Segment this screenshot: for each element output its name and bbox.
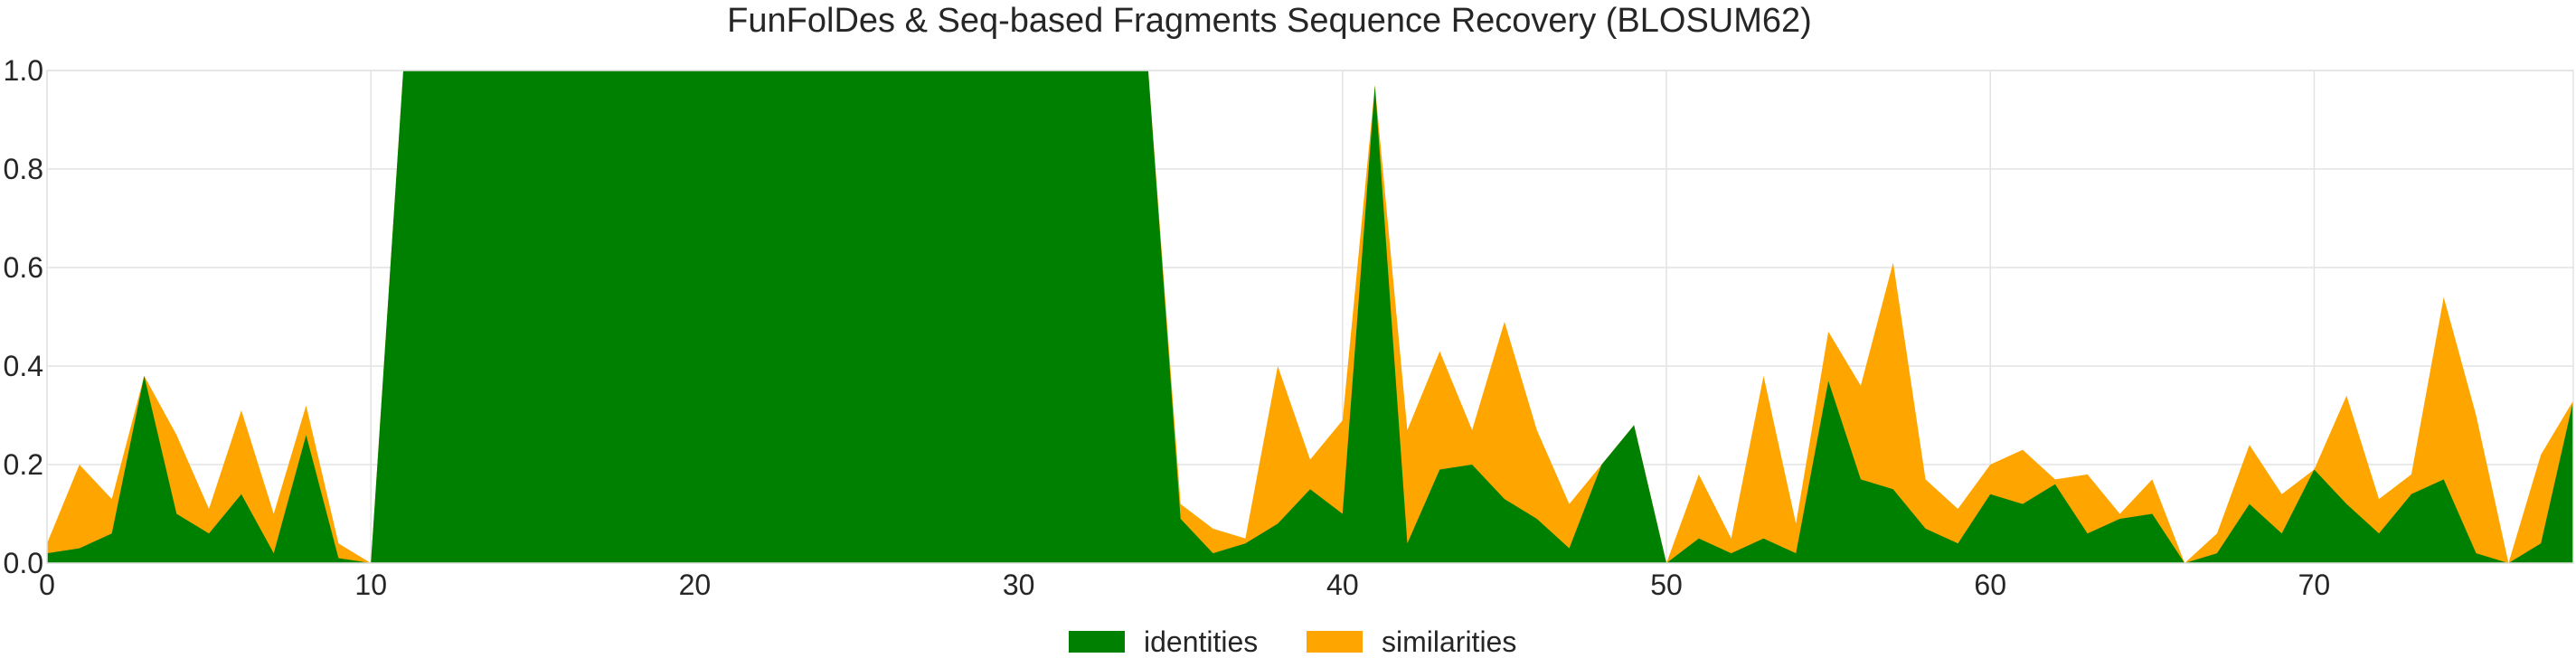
x-tick-label: 40 [1326, 569, 1359, 601]
plot-frame [46, 70, 2574, 564]
y-tick-label: 1.0 [4, 54, 43, 87]
plot-areas [47, 70, 2573, 563]
legend-swatch-identities [1069, 631, 1125, 653]
y-tick-label: 0.4 [4, 350, 43, 382]
x-tick-label: 0 [39, 569, 55, 601]
y-tick-label: 0.6 [4, 251, 43, 284]
x-tick-label: 20 [679, 569, 712, 601]
y-tick-label: 0.8 [4, 153, 43, 185]
chart-title: FunFolDes & Seq-based Fragments Sequence… [727, 2, 1812, 40]
y-tick-label: 0.0 [4, 547, 43, 579]
x-tick-label: 70 [2298, 569, 2331, 601]
identities-area [47, 70, 2573, 563]
legend-label-similarities: similarities [1382, 625, 1516, 658]
x-tick-label: 10 [354, 569, 387, 601]
legend: identities similarities [1069, 625, 1516, 658]
x-axis-ticks: 0 10 20 30 40 50 60 70 [39, 569, 2330, 601]
x-tick-label: 30 [1003, 569, 1035, 601]
y-axis-ticks: 0.0 0.2 0.4 0.6 0.8 1.0 [4, 54, 43, 579]
x-tick-label: 60 [1974, 569, 2006, 601]
y-tick-label: 0.2 [4, 448, 43, 481]
x-tick-label: 50 [1650, 569, 1683, 601]
legend-label-identities: identities [1144, 625, 1258, 658]
legend-swatch-similarities [1307, 631, 1363, 653]
